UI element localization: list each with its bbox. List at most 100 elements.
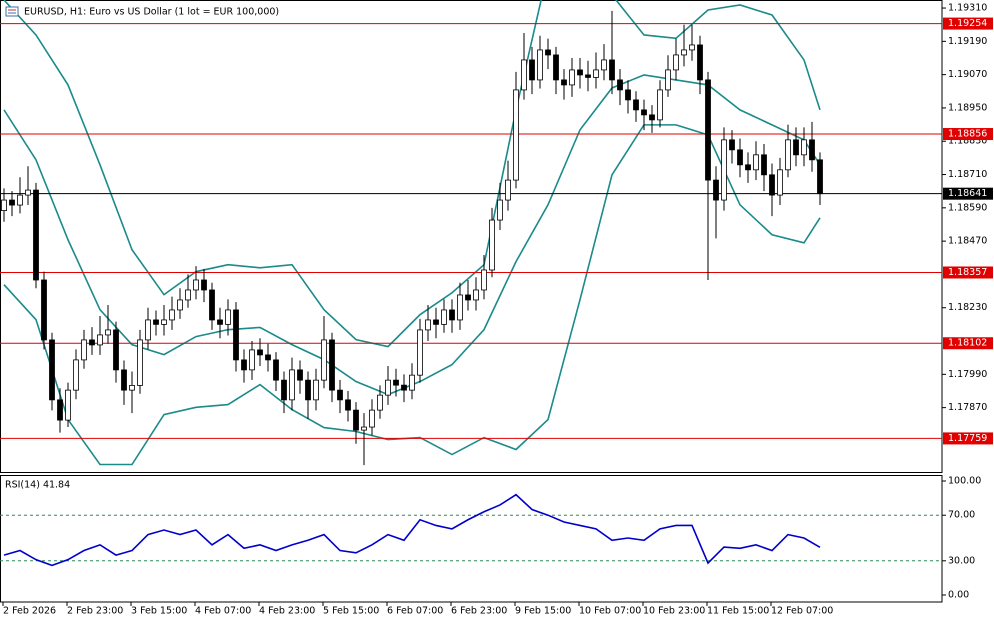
candle-body [377,394,383,411]
candle-body [57,399,63,421]
y-tick-label: 1.18830 [948,136,987,147]
price-level-tag [943,17,993,30]
symbol-icon [5,6,19,17]
candle-body [121,369,127,391]
candle-body [105,329,111,336]
candle-body [153,319,159,325]
candle-body [617,79,623,91]
candle-body [233,309,239,361]
candle-body [385,379,391,396]
candle-body [257,349,263,356]
y-tick-label: 1.19310 [948,3,987,14]
y-tick-label: 1.17870 [948,402,987,413]
candle-body [497,199,503,221]
candle-body [321,339,327,381]
candle-body [409,374,415,391]
y-tick-label: 1.18710 [948,169,987,180]
y-tick-label: 1.18590 [948,202,987,213]
y-tick-label: 70.00 [948,510,975,521]
candle-body [273,359,279,381]
x-tick-label: 4 Feb 23:00 [259,606,315,617]
candle-body [329,339,335,391]
candle-body [337,389,343,401]
axes: 1.19310 1.19190 1.19070 1.18950 1.18830 1.187… [2,3,993,617]
y-tick-label: 1.18230 [948,302,987,313]
x-tick-label: 12 Feb 07:00 [771,606,833,617]
bollinger-band [3,0,821,348]
x-tick-label: 11 Feb 15:00 [707,606,769,617]
candle-body [393,379,399,386]
candle-body [753,154,759,171]
candle-body [177,299,183,311]
x-tick-label: 5 Feb 15:00 [323,606,379,617]
candle-body [577,69,583,76]
x-tick-label: 10 Feb 23:00 [643,606,705,617]
price-level-tag [943,266,993,279]
x-tick-label: 6 Feb 23:00 [451,606,507,617]
candle-body [89,339,95,346]
candle-body [809,139,815,161]
y-tick-label: 0.00 [948,590,969,601]
candle-body [601,59,607,71]
candle-body [465,294,471,301]
candle-body [593,69,599,78]
y-tick-label: 100.00 [948,476,981,487]
x-tick-label: 2 Feb 23:00 [67,606,123,617]
candle-body [353,409,359,431]
price-level-tag [943,128,993,141]
price-level-label: 1.17759 [948,433,987,444]
y-tick-label: 1.19070 [948,69,987,80]
candle-body [185,289,191,301]
candle-body [761,154,767,176]
candle-body [345,399,351,411]
candle-body [689,44,695,51]
candle-body [305,379,311,401]
candle-body [737,149,743,166]
candle-body [169,309,175,321]
candle-body [217,319,223,325]
candle-body [113,329,119,371]
candle-body [553,54,559,81]
candle-body [417,329,423,376]
candle-body [609,59,615,81]
candle-body [473,289,479,301]
candle-body [17,194,23,206]
bollinger-band [3,124,821,466]
price-level-label: 1.19254 [948,18,987,29]
candle-body [401,384,407,391]
candle-body [73,359,79,391]
candle-body [513,89,519,181]
y-tick-label: 30.00 [948,555,975,566]
candle-body [641,109,647,116]
candle-body [625,89,631,101]
price-level-label: 1.18357 [948,267,987,278]
candle-body [129,385,135,391]
candle-body [425,319,431,331]
candle-body [145,319,151,341]
candle-body [521,59,527,91]
candle-body [657,89,663,121]
candle-body [65,389,71,421]
candle-body [441,309,447,325]
candle-body [249,349,255,371]
candle-body [529,59,535,81]
y-tick-label: 1.18950 [948,102,987,113]
candle-body [673,54,679,71]
candle-body [721,139,727,201]
candle-body [457,294,463,321]
candle-body [1,199,7,212]
rsi-panel [0,493,942,567]
candle-body [433,319,439,325]
candle-body [281,379,287,401]
candle-body [769,174,775,196]
candle-body [545,49,551,56]
candle-body [297,369,303,381]
candle-body [665,69,671,91]
candle-body [201,279,207,291]
price-level-label: 1.18641 [948,188,987,199]
x-tick-label: 2 Feb 2026 [3,606,56,617]
candle-body [777,169,783,196]
candle-body [505,179,511,201]
candle-body [801,139,807,156]
